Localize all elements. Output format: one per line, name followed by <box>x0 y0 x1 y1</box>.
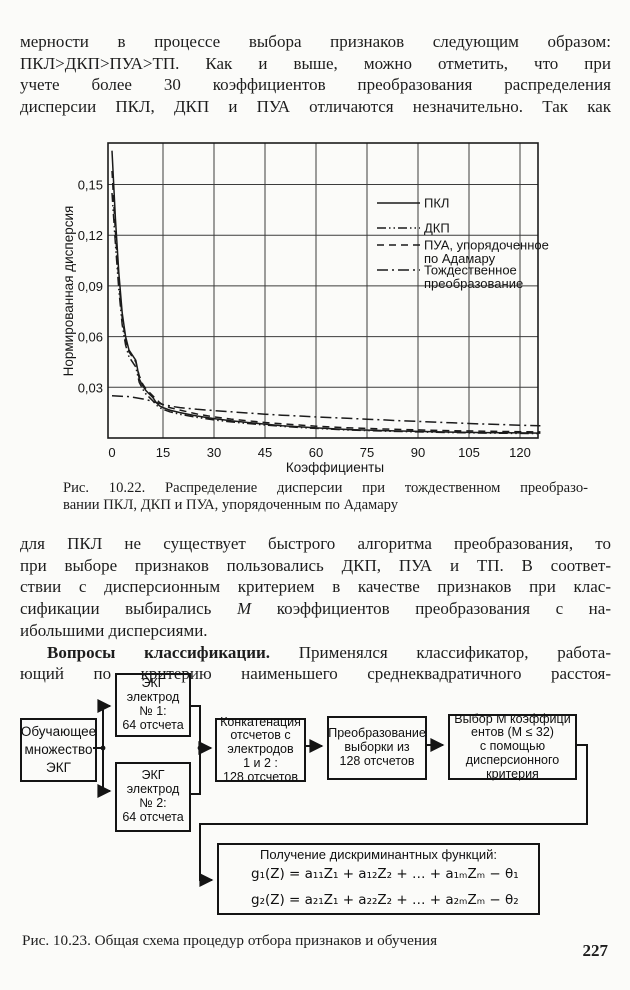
paragraph-mid: для ПКЛ не существует быстрого алгоритма… <box>20 533 611 685</box>
box-electrode-1: ЭКГ электрод № 1: 64 отсчета <box>115 673 191 737</box>
box-discriminant-functions: Получение дискриминантных функций: g₁(Z)… <box>217 843 540 915</box>
junction-dot <box>100 745 106 751</box>
diagram-connectors <box>93 699 588 887</box>
caption-line: вании ПКЛ, ДКП и ПУА, упорядоченным по А… <box>63 496 399 513</box>
y-tick-label: 0,06 <box>78 330 103 345</box>
paragraph-top: мерности в процессе выбора признаков сле… <box>20 31 611 118</box>
plot-frame <box>107 142 539 439</box>
italic-M: М <box>237 599 252 619</box>
text-line: при выборе признаков пользовались ДКП, П… <box>20 555 611 575</box>
x-tick-label: 0 <box>108 445 115 460</box>
box-select-coefficients: Выбор М коэффици ентов (М ≤ 32) с помощь… <box>448 712 577 781</box>
x-tick-label: 45 <box>258 445 272 460</box>
figure-10-22-chart: 0 15 30 45 60 75 90 105 120 0,03 0,06 0,09 0,12 0,15 К… <box>61 142 549 475</box>
legend-label-dkp: ДКП <box>424 221 450 236</box>
y-tick-label: 0,12 <box>78 228 103 243</box>
connector-electrode2-out <box>189 748 201 795</box>
formula-g1: g₁(Z) = a₁₁Z₁ + a₁₂Z₂ + … + a₁ₘZₘ − θ₁ <box>251 866 519 883</box>
figure-10-22-caption: Рис. 10.22. Распределение дисперсии при … <box>63 480 588 514</box>
legend-label-tp: Тождественное <box>424 263 517 278</box>
box-electrode-2: ЭКГ электрод № 2: 64 отсчета <box>115 762 191 832</box>
y-axis-title: Нормированная дисперсия <box>61 206 76 377</box>
legend-label-pua: ПУА, упорядоченное <box>424 238 549 253</box>
text-line: для ПКЛ не существует быстрого алгоритма… <box>20 534 611 553</box>
text-line: ПКЛ>ДКП>ПУА>ТП. Как и выше, можно отмети… <box>20 53 611 73</box>
legend-label-tp: преобразование <box>424 276 523 291</box>
bold-lead: Вопросы классификации. <box>47 642 271 662</box>
x-axis-title: Коэффициенты <box>286 460 384 475</box>
connector-feedback-to-discriminant <box>199 744 588 887</box>
curve-dkp <box>111 192 541 435</box>
y-tick-label: 0,15 <box>78 178 103 193</box>
box-transform: Преобразование выборки из 128 отсчетов <box>327 716 427 780</box>
curve-pua <box>111 170 541 433</box>
x-tick-label: 75 <box>360 445 374 460</box>
box-training-set: Обучающее множество ЭКГ <box>20 718 97 782</box>
text-line: ибольшими дисперсиями. <box>20 620 208 640</box>
figure-10-23-caption: Рис. 10.23. Общая схема процедур отбора … <box>22 932 438 949</box>
formula-g2: g₂(Z) = a₂₁Z₁ + a₂₂Z₂ + … + a₂ₘZₘ − θ₂ <box>251 892 519 909</box>
x-tick-label: 15 <box>156 445 170 460</box>
x-tick-label: 120 <box>509 445 531 460</box>
connector-electrode1-out <box>189 705 201 748</box>
box-concatenation: Конкатенация отсчетов с электродов 1 и 2… <box>215 715 306 784</box>
y-tick-label: 0,09 <box>78 279 103 294</box>
text-line: сификации выбирались М коэффициентов пре… <box>20 599 611 619</box>
text-line: ющий по критерию наименьшего среднеквадр… <box>20 664 611 684</box>
x-tick-label: 90 <box>411 445 425 460</box>
curve-pkl <box>111 150 541 434</box>
text-line: мерности в процессе выбора признаков сле… <box>20 32 611 51</box>
page-number: 227 <box>582 941 609 960</box>
x-tick-label: 30 <box>207 445 221 460</box>
y-tick-label: 0,03 <box>78 380 103 395</box>
text-line: учете более 30 коэффициентов преобразова… <box>20 75 611 95</box>
text-line: дисперсии ПКЛ, ДКП и ПУА отличаются незн… <box>20 97 611 117</box>
caption-line: Рис. 10.22. Распределение дисперсии при … <box>63 480 588 496</box>
curve-tp <box>111 395 541 427</box>
formula-title: Получение дискриминантных функций: <box>259 846 498 862</box>
text-line: ствии с дисперсионным критерием в качест… <box>20 577 611 597</box>
legend-label-pua: по Адамару <box>424 251 496 266</box>
legend-label-pkl: ПКЛ <box>424 196 449 211</box>
x-tick-label: 105 <box>458 445 480 460</box>
x-tick-label: 60 <box>309 445 323 460</box>
junction-dot <box>197 745 203 751</box>
text-line: Вопросы классификации. Применялся класси… <box>47 642 612 662</box>
